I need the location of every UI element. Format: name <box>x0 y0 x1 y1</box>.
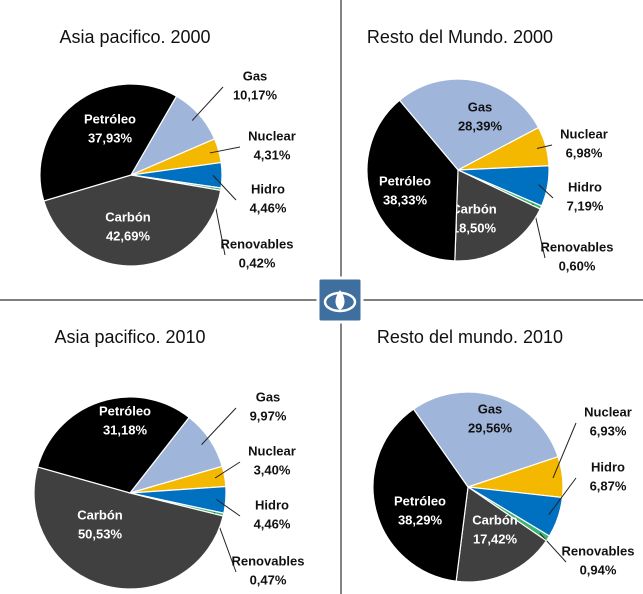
pie-slice <box>36 396 190 494</box>
slice-value: 17,42% <box>473 531 518 546</box>
leader-line <box>212 174 237 201</box>
slice-value: 28,39% <box>458 118 503 133</box>
slice-name: Petróleo <box>99 403 151 418</box>
pie-slice <box>372 408 469 582</box>
slice-value: 3,40% <box>254 462 291 477</box>
slice-value: 38,29% <box>398 512 443 527</box>
leader-line <box>201 407 237 445</box>
slice-name: Renovables <box>562 543 635 558</box>
slice-name: Gas <box>256 389 281 404</box>
slice-value: 10,17% <box>233 87 278 102</box>
pie-slice <box>412 391 559 488</box>
slice-name: Nuclear <box>584 404 632 419</box>
pie-slice <box>366 99 459 262</box>
slice-name: Carbón <box>451 201 497 216</box>
slice-value: 6,93% <box>590 423 627 438</box>
slice-name: Carbón <box>472 512 518 527</box>
slice-name: Renovables <box>541 239 614 254</box>
slice-name: Carbón <box>105 209 151 224</box>
pie-slice <box>33 466 224 590</box>
slice-name: Hidro <box>251 181 285 196</box>
slice-value: 29,56% <box>468 420 513 435</box>
slice-name: Gas <box>243 68 268 83</box>
slice-value: 0,42% <box>239 255 276 270</box>
slice-name: Petróleo <box>394 493 446 508</box>
leader-line <box>209 146 241 154</box>
slice-name: Renovables <box>221 236 294 251</box>
pie-slice <box>39 83 178 202</box>
leader-line <box>191 86 224 121</box>
slice-value: 50,53% <box>78 526 123 541</box>
slice-name: Renovables <box>232 553 305 568</box>
logo <box>316 276 364 324</box>
slice-name: Petróleo <box>84 111 136 126</box>
slice-value: 42,69% <box>106 228 151 243</box>
slice-name: Carbón <box>77 507 123 522</box>
slice-value: 0,47% <box>250 572 287 587</box>
slice-name: Nuclear <box>248 128 296 143</box>
chart-title: Resto del Mundo. 2000 <box>367 27 553 47</box>
chart-title: Asia pacifico. 2000 <box>59 27 210 47</box>
slice-name: Nuclear <box>560 126 608 141</box>
slice-name: Gas <box>478 401 503 416</box>
slice-value: 0,60% <box>559 258 596 273</box>
slice-name: Nuclear <box>248 443 296 458</box>
slice-value: 6,87% <box>590 478 627 493</box>
slice-value: 9,97% <box>250 408 287 423</box>
chart-title: Resto del mundo. 2010 <box>377 327 563 347</box>
slice-value: 18,50% <box>452 220 497 235</box>
leader-line <box>215 498 241 517</box>
leader-line <box>552 422 577 479</box>
leader-line <box>536 144 553 149</box>
slice-name: Hidro <box>255 497 289 512</box>
slice-value: 6,98% <box>566 145 603 160</box>
leader-line <box>548 477 577 515</box>
pie-slice <box>43 174 222 267</box>
leader-line <box>214 461 241 479</box>
slice-value: 4,46% <box>250 200 287 215</box>
slice-value: 38,33% <box>383 192 428 207</box>
slice-name: Gas <box>468 99 493 114</box>
leader-line <box>539 532 567 563</box>
slice-value: 4,46% <box>254 516 291 531</box>
slice-name: Hidro <box>591 459 625 474</box>
pie-slice <box>454 169 542 262</box>
chart-title: Asia pacifico. 2010 <box>54 327 205 347</box>
slice-value: 7,19% <box>567 198 604 213</box>
pie-slice <box>398 78 540 171</box>
pie-slice <box>455 485 548 583</box>
slice-name: Hidro <box>568 179 602 194</box>
slice-value: 4,31% <box>254 147 291 162</box>
slice-value: 0,94% <box>580 562 617 577</box>
slice-name: Petróleo <box>379 173 431 188</box>
slice-value: 37,93% <box>88 130 133 145</box>
slice-value: 31,18% <box>103 422 148 437</box>
leader-line <box>538 184 554 199</box>
